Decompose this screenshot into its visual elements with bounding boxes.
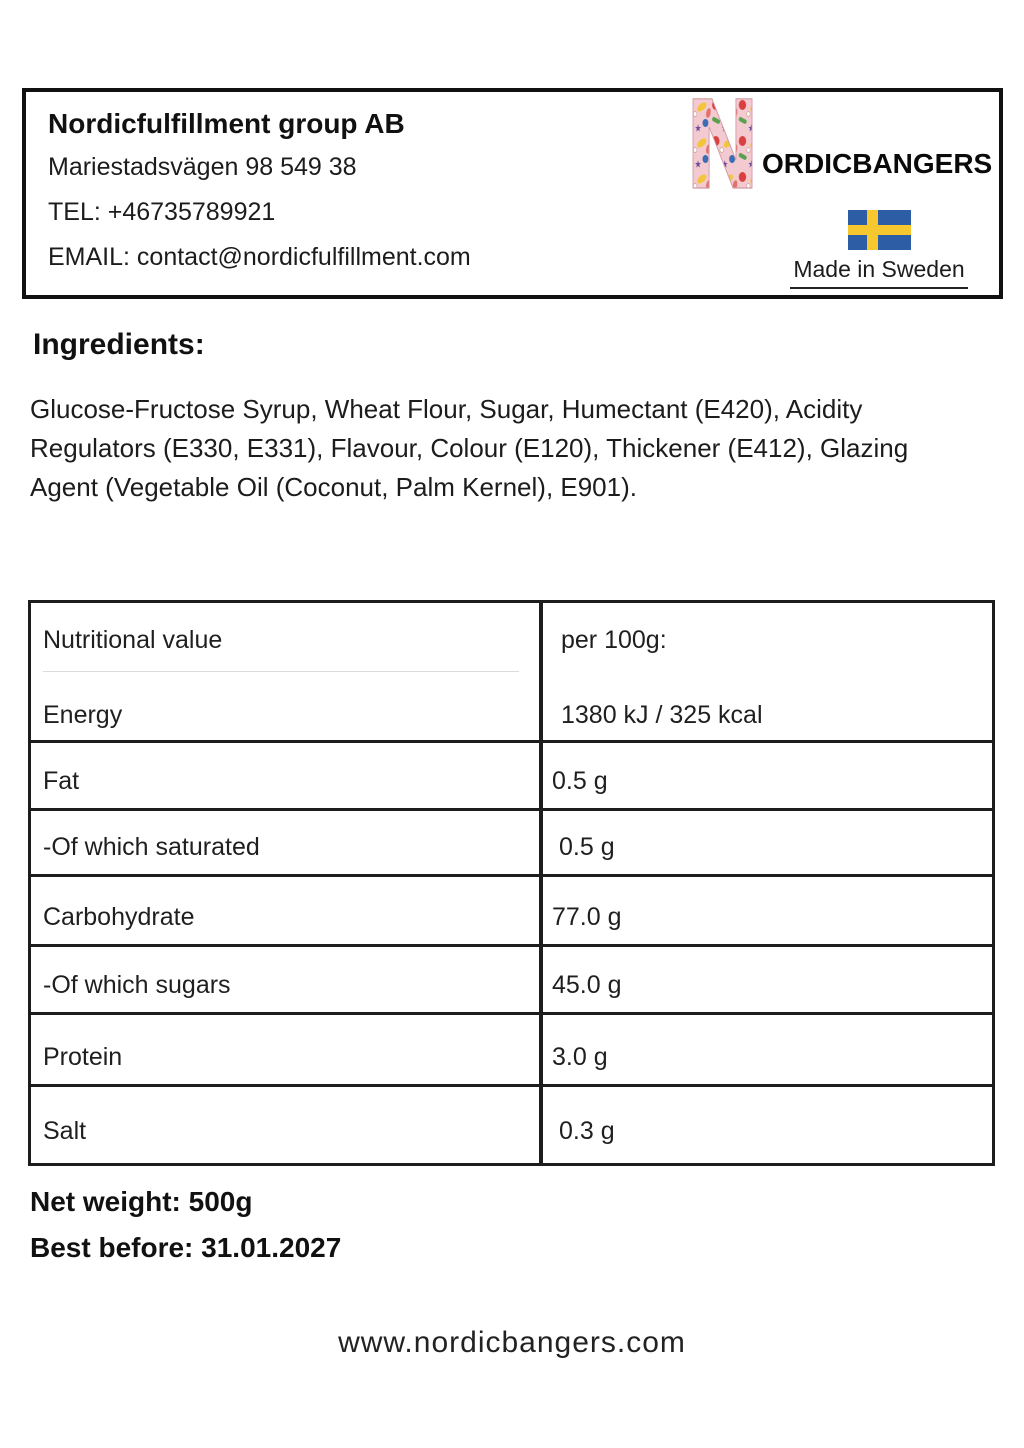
table-row-header-energy: Nutritional value Energy per 100g: 1380 …	[31, 603, 992, 740]
sweden-flag-icon	[847, 210, 911, 250]
company-name: Nordicfulfillment group AB	[48, 108, 405, 139]
table-row-carbohydrate: Carbohydrate 77.0 g	[31, 874, 992, 944]
company-block: Nordicfulfillment group AB Mariestadsväg…	[48, 108, 471, 288]
row-value-protein: 3.0 g	[552, 1043, 608, 1071]
nutrition-header-label: Nutritional value	[43, 626, 520, 672]
company-info-box: Nordicfulfillment group AB Mariestadsväg…	[22, 88, 1003, 299]
row-label-salt: Salt	[31, 1087, 543, 1163]
company-email: EMAIL: contact@nordicfulfillment.com	[48, 243, 471, 271]
table-row-salt: Salt 0.3 g	[31, 1084, 992, 1163]
ingredients-text: Glucose-Fructose Syrup, Wheat Flour, Sug…	[30, 394, 909, 502]
row-label-fat: Fat	[31, 743, 543, 808]
row-label-carbohydrate: Carbohydrate	[31, 877, 543, 944]
table-row-protein: Protein 3.0 g	[31, 1012, 992, 1084]
row-value-saturated: 0.5 g	[559, 833, 615, 861]
table-row-saturated: -Of which saturated 0.5 g	[31, 808, 992, 874]
row-value-sugars: 45.0 g	[552, 971, 622, 999]
brand-wordmark: ORDICBANGERS	[762, 148, 993, 179]
table-row-sugars: -Of which sugars 45.0 g	[31, 944, 992, 1012]
row-label-saturated: -Of which saturated	[31, 811, 543, 874]
row-value-carbohydrate: 77.0 g	[552, 903, 622, 931]
row-value-fat: 0.5 g	[552, 767, 608, 795]
made-in-label: Made in Sweden	[790, 256, 968, 289]
per-100g-label: per 100g:	[561, 626, 667, 654]
brand-logo-n-icon: N	[684, 98, 760, 192]
made-in-block: Made in Sweden	[784, 210, 974, 289]
net-weight-label: Net weight: 500g	[30, 1186, 253, 1217]
best-before-label: Best before: 31.01.2027	[30, 1232, 342, 1263]
website-url: www.nordicbangers.com	[338, 1326, 686, 1359]
nutrition-table: Nutritional value Energy per 100g: 1380 …	[28, 600, 995, 1166]
row-value-salt: 0.3 g	[559, 1117, 615, 1145]
brand-logo: N ORDICBANGERS	[684, 98, 992, 192]
row-value-energy: 1380 kJ / 325 kcal	[561, 701, 763, 729]
company-address: Mariestadsvägen 98 549 38	[48, 153, 357, 181]
company-phone: TEL: +46735789921	[48, 198, 276, 226]
row-label-sugars: -Of which sugars	[31, 947, 543, 1012]
ingredients-title: Ingredients:	[33, 328, 205, 361]
svg-text:N: N	[685, 98, 760, 192]
per-100g-cell: per 100g: 1380 kJ / 325 kcal	[543, 603, 992, 740]
row-label-energy: Energy	[43, 701, 123, 729]
table-row-fat: Fat 0.5 g	[31, 740, 992, 808]
row-label-protein: Protein	[31, 1015, 543, 1084]
nutrition-header-cell: Nutritional value Energy	[31, 603, 543, 740]
